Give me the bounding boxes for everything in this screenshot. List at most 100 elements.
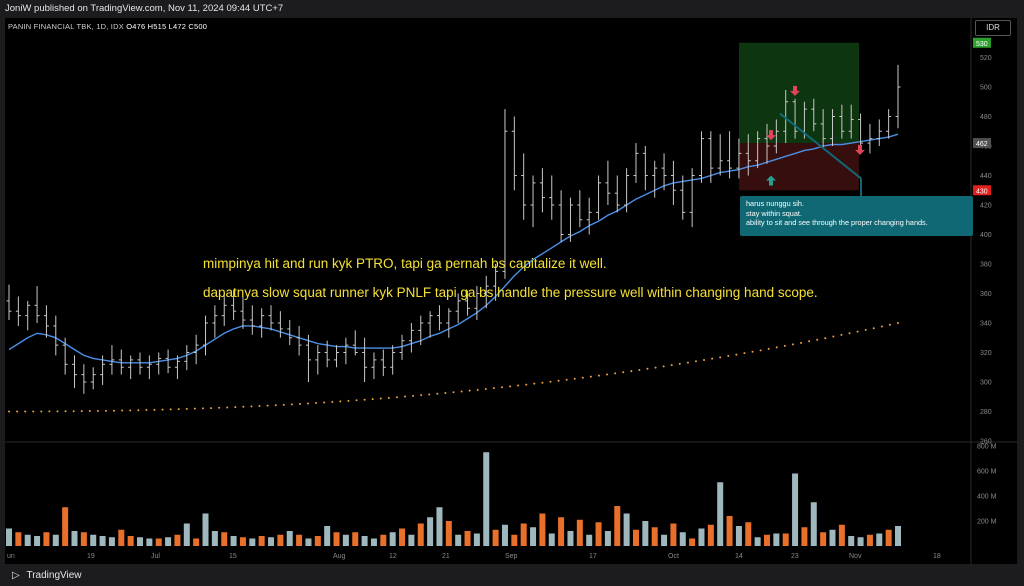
volume-bar	[501, 524, 508, 546]
volume-bar	[71, 531, 78, 546]
price-tick-label: 300	[980, 380, 992, 387]
volume-bar	[530, 527, 537, 546]
sma-dot	[428, 393, 431, 396]
price-tick-label: 480	[980, 114, 992, 121]
volume-bar	[230, 536, 237, 546]
sma-dot	[153, 408, 156, 411]
volume-bar	[155, 538, 162, 546]
x-tick-label: Oct	[668, 553, 679, 560]
sma-dot	[824, 337, 827, 340]
sma-dot	[541, 381, 544, 384]
x-tick-label: 19	[87, 553, 95, 560]
sma-dot	[727, 354, 730, 357]
brand-label: TradingView	[26, 570, 82, 581]
x-tick-label: 14	[735, 553, 743, 560]
currency-button[interactable]: IDR	[975, 20, 1011, 36]
volume-tick-label: 800 M	[977, 444, 997, 451]
sma-dot	[783, 344, 786, 347]
sma-dot	[775, 346, 778, 349]
sma-dot	[743, 352, 746, 355]
volume-bar	[726, 516, 733, 546]
volume-bar	[745, 522, 752, 546]
sma-dot	[888, 323, 891, 326]
volume-bar	[183, 523, 190, 546]
volume-bar	[193, 538, 200, 546]
price-tick-label: 440	[980, 173, 992, 180]
chart-area[interactable]: 2602803003203403603804004204404604805005…	[5, 18, 1017, 564]
sma-dot	[557, 379, 560, 382]
sma-dot	[670, 364, 673, 367]
sma-dot	[16, 410, 19, 413]
sma-dot	[177, 408, 180, 411]
sma-dot	[274, 404, 277, 407]
sma-dot	[169, 408, 172, 411]
ohlc-readout: O476 H515 L472 C500	[126, 22, 208, 31]
volume-bar	[370, 538, 377, 546]
price-label-bg	[973, 37, 991, 48]
price-tick-label: 320	[980, 350, 992, 357]
volume-bar	[661, 534, 668, 546]
volume-bar	[698, 528, 705, 546]
sma-dot	[816, 338, 819, 341]
volume-bar	[380, 534, 387, 546]
volume-bar	[576, 519, 583, 546]
sma-dot	[24, 410, 27, 413]
volume-bar	[165, 537, 172, 546]
sma-dot	[226, 406, 229, 409]
volume-bar	[670, 523, 677, 546]
volume-bar	[239, 537, 246, 546]
sma-dot	[379, 397, 382, 400]
sma-dot	[525, 383, 528, 386]
tradingview-logo[interactable]: ▷ TradingView	[8, 566, 82, 586]
x-tick-label: 12	[389, 553, 397, 560]
sma-dot	[646, 367, 649, 370]
volume-bar	[885, 529, 892, 546]
x-tick-label: 18	[933, 553, 941, 560]
sma-dot	[129, 409, 132, 412]
volume-bar	[792, 473, 799, 546]
sma-dot	[476, 388, 479, 391]
volume-bar	[782, 533, 789, 546]
x-tick-label: 15	[229, 553, 237, 560]
volume-bar	[118, 529, 125, 546]
volume-bar	[268, 537, 275, 546]
volume-bar	[829, 529, 836, 546]
sma-dot	[703, 359, 706, 362]
volume-bar	[277, 534, 284, 546]
volume-bar	[296, 534, 303, 546]
sma-dot	[347, 399, 350, 402]
volume-bar	[642, 521, 649, 546]
price-tick-label: 500	[980, 85, 992, 92]
price-tick-label: 400	[980, 232, 992, 239]
price-tick-label: 520	[980, 55, 992, 62]
sma-dot	[452, 391, 455, 394]
sell-arrow-icon	[855, 144, 865, 155]
volume-bar	[483, 452, 490, 546]
sma-dot	[88, 410, 91, 413]
sma-dot	[250, 405, 253, 408]
sma-dot	[533, 382, 536, 385]
annotation-line: harus nunggu sih.	[746, 199, 805, 208]
volume-bar	[417, 523, 424, 546]
x-tick-label: 17	[589, 553, 597, 560]
sma-dot	[573, 377, 576, 380]
sma-dot	[363, 398, 366, 401]
sma-dot	[258, 405, 261, 408]
volume-bar	[520, 523, 527, 546]
sma-dot	[48, 410, 51, 413]
sma-dot	[185, 407, 188, 410]
volume-bar	[305, 538, 312, 546]
sma-dot	[800, 341, 803, 344]
sma-dot	[589, 375, 592, 378]
volume-bar	[763, 534, 770, 546]
volume-bar	[90, 534, 97, 546]
sma-dot	[404, 395, 407, 398]
profit-zone	[739, 42, 859, 144]
tradingview-logo-icon: ▷	[12, 570, 20, 581]
volume-bar	[146, 538, 153, 546]
volume-bar	[211, 531, 218, 546]
price-chart[interactable]: 2602803003203403603804004204404604805005…	[5, 18, 1017, 564]
x-tick-label: Aug	[333, 553, 346, 560]
sma-dot	[549, 380, 552, 383]
volume-bar	[43, 532, 50, 546]
